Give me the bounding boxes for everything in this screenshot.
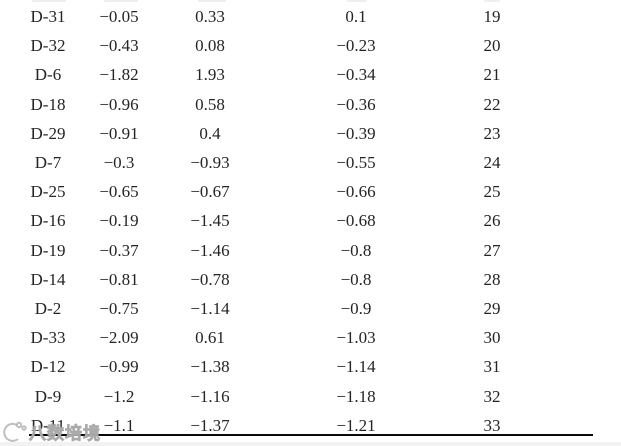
row-number-cell: 24	[483, 153, 501, 173]
scan-edge-strip	[0, 442, 621, 446]
row-id-cell: D-32	[30, 36, 66, 56]
table-row: D-9 −1.2 −1.16 −1.18 32	[8, 382, 542, 411]
clipped-row-remnant	[484, 0, 500, 2]
row-id-cell: D-31	[30, 7, 66, 26]
value-3-cell: −0.55	[336, 153, 376, 173]
row-number-cell: 28	[483, 269, 501, 289]
row-id-cell: D-2	[34, 299, 62, 319]
value-3-cell: −0.39	[336, 123, 376, 143]
row-id-cell: D-7	[34, 153, 62, 173]
value-3-cell: −0.8	[340, 240, 372, 260]
row-number-cell: 19	[483, 7, 501, 26]
row-id-cell: D-25	[30, 182, 66, 202]
row-number-cell: 31	[483, 357, 501, 377]
value-2-cell: −1.46	[190, 240, 230, 260]
value-1-cell: −0.65	[99, 182, 139, 202]
table-row: D-7 −0.3 −0.93 −0.55 24	[8, 148, 542, 177]
row-number-cell: 30	[483, 328, 501, 348]
value-2-cell: −1.37	[190, 415, 230, 435]
value-3-cell: −0.9	[340, 299, 372, 319]
value-2-cell: −1.45	[190, 211, 230, 231]
value-1-cell: −1.1	[103, 415, 135, 435]
value-2-cell: 0.58	[195, 94, 225, 114]
table-row: D-32 −0.43 0.08 −0.23 20	[8, 31, 542, 60]
row-number-cell: 23	[483, 123, 501, 143]
value-1-cell: −0.96	[99, 94, 139, 114]
value-2-cell: 0.08	[195, 36, 225, 56]
value-3-cell: −0.23	[336, 36, 376, 56]
value-1-cell: −1.82	[99, 65, 139, 85]
table-row: D-11 −1.1 −1.37 −1.21 33	[8, 411, 542, 440]
table-row: D-12 −0.99 −1.38 −1.14 31	[8, 352, 542, 381]
value-2-cell: −1.16	[190, 386, 230, 406]
table-row: D-18 −0.96 0.58 −0.36 22	[8, 90, 542, 119]
value-2-cell: 0.33	[195, 7, 225, 26]
row-id-cell: D-33	[30, 328, 66, 348]
value-1-cell: −0.91	[99, 123, 139, 143]
table-row: D-25 −0.65 −0.67 −0.66 25	[8, 177, 542, 206]
row-id-cell: D-11	[30, 415, 66, 435]
value-2-cell: −0.93	[190, 153, 230, 173]
row-number-cell: 20	[483, 36, 501, 56]
value-3-cell: −1.03	[336, 328, 376, 348]
row-id-cell: D-6	[34, 65, 62, 85]
table-bottom-rule	[29, 434, 593, 436]
value-2-cell: −1.14	[190, 299, 230, 319]
row-number-cell: 21	[483, 65, 501, 85]
row-number-cell: 32	[483, 386, 501, 406]
row-number-cell: 22	[483, 94, 501, 114]
data-table: D-31 −0.05 0.33 0.1 19 D-32 −0.43 0.08 −…	[8, 2, 542, 440]
row-id-cell: D-19	[30, 240, 66, 260]
value-1-cell: −1.2	[103, 386, 135, 406]
value-3-cell: −1.21	[336, 415, 376, 435]
value-1-cell: −0.19	[99, 211, 139, 231]
row-id-cell: D-14	[30, 269, 66, 289]
clipped-row-remnant	[198, 0, 226, 2]
row-number-cell: 26	[483, 211, 501, 231]
value-3-cell: −1.18	[336, 386, 376, 406]
row-id-cell: D-29	[30, 123, 66, 143]
value-1-cell: −0.99	[99, 357, 139, 377]
row-id-cell: D-18	[30, 94, 66, 114]
row-number-cell: 33	[483, 415, 501, 435]
value-3-cell: −0.68	[336, 211, 376, 231]
value-3-cell: −0.34	[336, 65, 376, 85]
value-3-cell: −1.14	[336, 357, 376, 377]
row-id-cell: D-16	[30, 211, 66, 231]
row-number-cell: 29	[483, 299, 501, 319]
value-1-cell: −0.37	[99, 240, 139, 260]
table-row: D-6 −1.82 1.93 −0.34 21	[8, 60, 542, 89]
value-1-cell: −0.75	[99, 299, 139, 319]
table-row: D-31 −0.05 0.33 0.1 19	[8, 2, 542, 31]
row-id-cell: D-12	[30, 357, 66, 377]
value-1-cell: −0.81	[99, 269, 139, 289]
row-number-cell: 25	[483, 182, 501, 202]
row-number-cell: 27	[483, 240, 501, 260]
value-2-cell: −0.67	[190, 182, 230, 202]
value-1-cell: −0.43	[99, 36, 139, 56]
row-id-cell: D-9	[34, 386, 62, 406]
value-3-cell: −0.66	[336, 182, 376, 202]
value-2-cell: 0.61	[195, 328, 225, 348]
value-2-cell: −0.78	[190, 269, 230, 289]
value-3-cell: 0.1	[345, 7, 367, 26]
value-2-cell: 0.4	[199, 123, 221, 143]
value-1-cell: −0.05	[99, 7, 139, 26]
value-3-cell: −0.36	[336, 94, 376, 114]
table-row: D-16 −0.19 −1.45 −0.68 26	[8, 206, 542, 235]
value-1-cell: −2.09	[99, 328, 139, 348]
value-1-cell: −0.3	[103, 153, 135, 173]
clipped-row-remnant	[347, 0, 367, 2]
table-row: D-33 −2.09 0.61 −1.03 30	[8, 323, 542, 352]
table-row: D-2 −0.75 −1.14 −0.9 29	[8, 294, 542, 323]
value-3-cell: −0.8	[340, 269, 372, 289]
clipped-row-remnant	[32, 0, 66, 2]
table-row: D-14 −0.81 −0.78 −0.8 28	[8, 265, 542, 294]
clipped-row-remnant	[104, 0, 138, 2]
value-2-cell: −1.38	[190, 357, 230, 377]
value-2-cell: 1.93	[195, 65, 225, 85]
table-row: D-19 −0.37 −1.46 −0.8 27	[8, 236, 542, 265]
table-row: D-29 −0.91 0.4 −0.39 23	[8, 119, 542, 148]
